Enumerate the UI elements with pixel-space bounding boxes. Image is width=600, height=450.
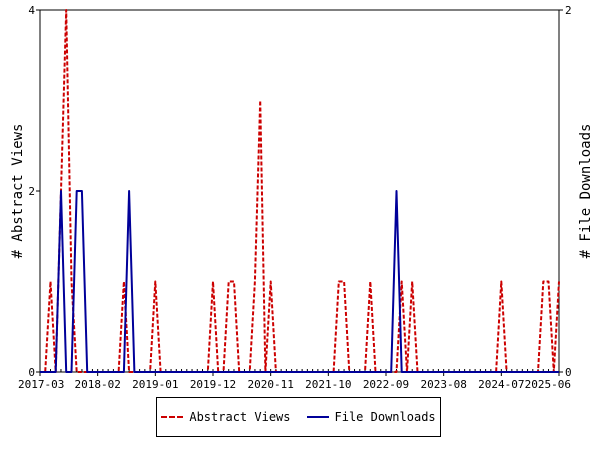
series-file-downloads-line (40, 190, 559, 373)
y-left-tick-label: 2 (28, 185, 35, 198)
series-layer (40, 9, 560, 373)
y-left-tick-label: 0 (28, 366, 35, 379)
legend-label-abstract-views: Abstract Views (189, 410, 291, 424)
y-right-tick-label: 2 (565, 4, 572, 17)
x-axis-ticks: 2017-03 2018-02 2019-01 2019-12 2020-11 2021-… (18, 369, 571, 391)
series-abstract-views-line (40, 9, 560, 373)
x-tick-label: 2018-02 (74, 378, 120, 391)
x-tick-label: 2022-09 (363, 378, 409, 391)
x-tick-label: 2020-11 (247, 378, 293, 391)
x-tick-label: 2017-03 (18, 378, 64, 391)
plot-frame (39, 9, 560, 373)
y-axis-left-ticks: 0 2 4 (28, 4, 40, 379)
x-tick-label: 2019-12 (190, 378, 236, 391)
y-left-tick-label: 4 (28, 4, 35, 17)
x-tick-label: 2024-07 (478, 378, 524, 391)
plot-border (39, 9, 560, 373)
x-tick-label: 2019-01 (132, 378, 178, 391)
y-axis-left-title: # Abstract Views (10, 124, 26, 259)
legend-item-file-downloads: File Downloads (306, 410, 436, 424)
x-tick-label: 2023-08 (420, 378, 466, 391)
y-axis-right-title: # File Downloads (578, 124, 594, 259)
x-tick-label: 2021-10 (305, 378, 351, 391)
y-axis-right-ticks: 02 (559, 4, 572, 379)
x-tick-label: 2025-06 (525, 378, 571, 391)
legend-item-abstract-views: Abstract Views (161, 410, 291, 424)
y-right-tick-label: 0 (565, 366, 572, 379)
legend-label-file-downloads: File Downloads (334, 410, 436, 424)
chart-legend: Abstract Views File Downloads (156, 397, 441, 437)
legend-swatch-solid (306, 416, 329, 418)
legend-swatch-dashed (161, 416, 184, 418)
